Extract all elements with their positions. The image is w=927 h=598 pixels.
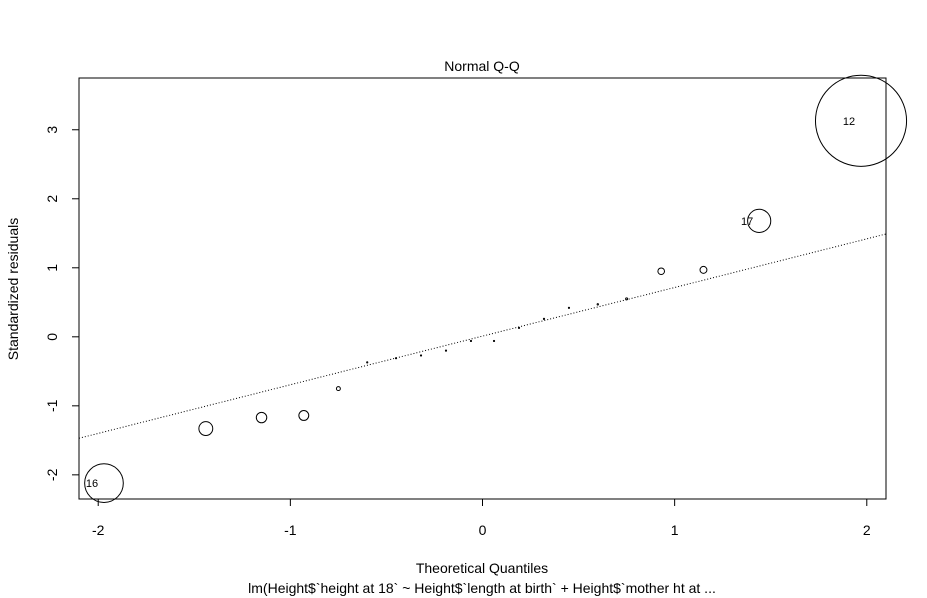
x-axis: -2 -1 0 1 2: [92, 498, 871, 538]
x-tick-label: -1: [284, 522, 297, 538]
chart-title: Normal Q-Q: [444, 58, 520, 74]
y-tick-label: 2: [44, 195, 60, 203]
x-tick-label: 1: [671, 522, 679, 538]
reference-line: [78, 233, 887, 439]
data-point: [198, 421, 214, 437]
data-point: [657, 267, 665, 276]
y-tick-label: -1: [44, 399, 60, 412]
data-point: [444, 349, 448, 352]
data-point: [625, 297, 629, 301]
y-tick-label: -2: [44, 468, 60, 481]
data-point: [335, 386, 341, 392]
chart-subtitle: lm(Height$`height at 18` ~ Height$`lengt…: [248, 580, 716, 596]
data-point: [84, 463, 124, 503]
data-point: [747, 208, 772, 233]
data-point: [492, 339, 496, 343]
data-point: [814, 74, 908, 167]
x-tick-label: 0: [479, 522, 487, 538]
plot-frame: [78, 77, 887, 500]
y-axis-label: Standardized residuals: [5, 218, 21, 360]
data-point: [366, 361, 369, 364]
y-axis: -2 -1 0 1 2 3: [44, 126, 80, 481]
data-point: [394, 357, 398, 360]
point-label: 17: [741, 216, 753, 228]
points: 16 17 12: [84, 74, 908, 503]
data-point: [542, 317, 546, 320]
data-point: [567, 306, 571, 309]
point-label: 16: [86, 478, 98, 490]
data-point: [596, 303, 599, 306]
y-tick-label: 3: [44, 126, 60, 134]
point-label: 12: [843, 116, 855, 128]
y-tick-label: 0: [44, 333, 60, 341]
data-point: [298, 410, 310, 421]
data-point: [469, 339, 473, 343]
x-axis-label: Theoretical Quantiles: [416, 560, 548, 576]
data-point: [517, 326, 521, 329]
data-point: [419, 354, 423, 357]
x-tick-label: -2: [92, 522, 105, 538]
y-tick-label: 1: [44, 264, 60, 272]
data-point: [255, 411, 268, 424]
data-point: [699, 265, 708, 274]
x-tick-label: 2: [863, 522, 871, 538]
